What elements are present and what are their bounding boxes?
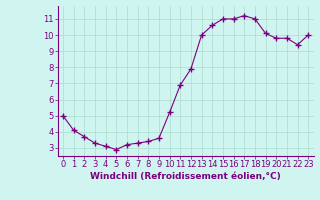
X-axis label: Windchill (Refroidissement éolien,°C): Windchill (Refroidissement éolien,°C) — [90, 172, 281, 181]
